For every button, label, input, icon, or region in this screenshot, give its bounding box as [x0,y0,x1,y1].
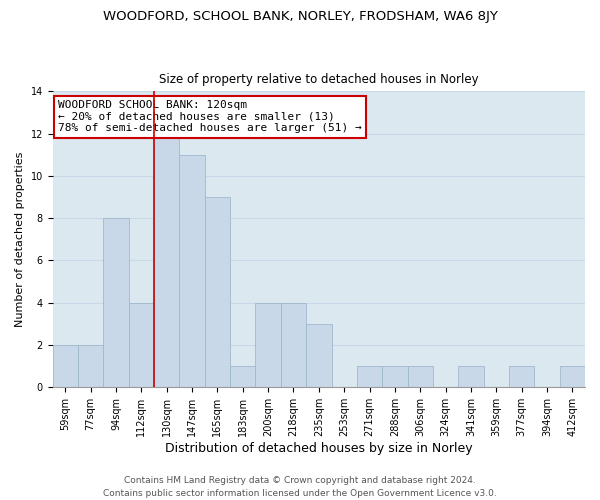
Bar [382,366,407,388]
Bar [78,345,103,388]
Text: WOODFORD, SCHOOL BANK, NORLEY, FRODSHAM, WA6 8JY: WOODFORD, SCHOOL BANK, NORLEY, FRODSHAM,… [103,10,497,23]
Text: WOODFORD SCHOOL BANK: 120sqm
← 20% of detached houses are smaller (13)
78% of se: WOODFORD SCHOOL BANK: 120sqm ← 20% of de… [58,100,362,134]
Bar [407,366,433,388]
Bar [509,366,535,388]
X-axis label: Distribution of detached houses by size in Norley: Distribution of detached houses by size … [165,442,473,455]
Bar [53,345,78,388]
Bar [306,324,332,388]
Bar [103,218,129,388]
Bar [357,366,382,388]
Y-axis label: Number of detached properties: Number of detached properties [15,152,25,327]
Bar [154,134,179,388]
Bar [560,366,585,388]
Bar [129,303,154,388]
Bar [256,303,281,388]
Bar [281,303,306,388]
Bar [458,366,484,388]
Title: Size of property relative to detached houses in Norley: Size of property relative to detached ho… [159,73,479,86]
Bar [230,366,256,388]
Text: Contains HM Land Registry data © Crown copyright and database right 2024.
Contai: Contains HM Land Registry data © Crown c… [103,476,497,498]
Bar [179,155,205,388]
Bar [205,197,230,388]
